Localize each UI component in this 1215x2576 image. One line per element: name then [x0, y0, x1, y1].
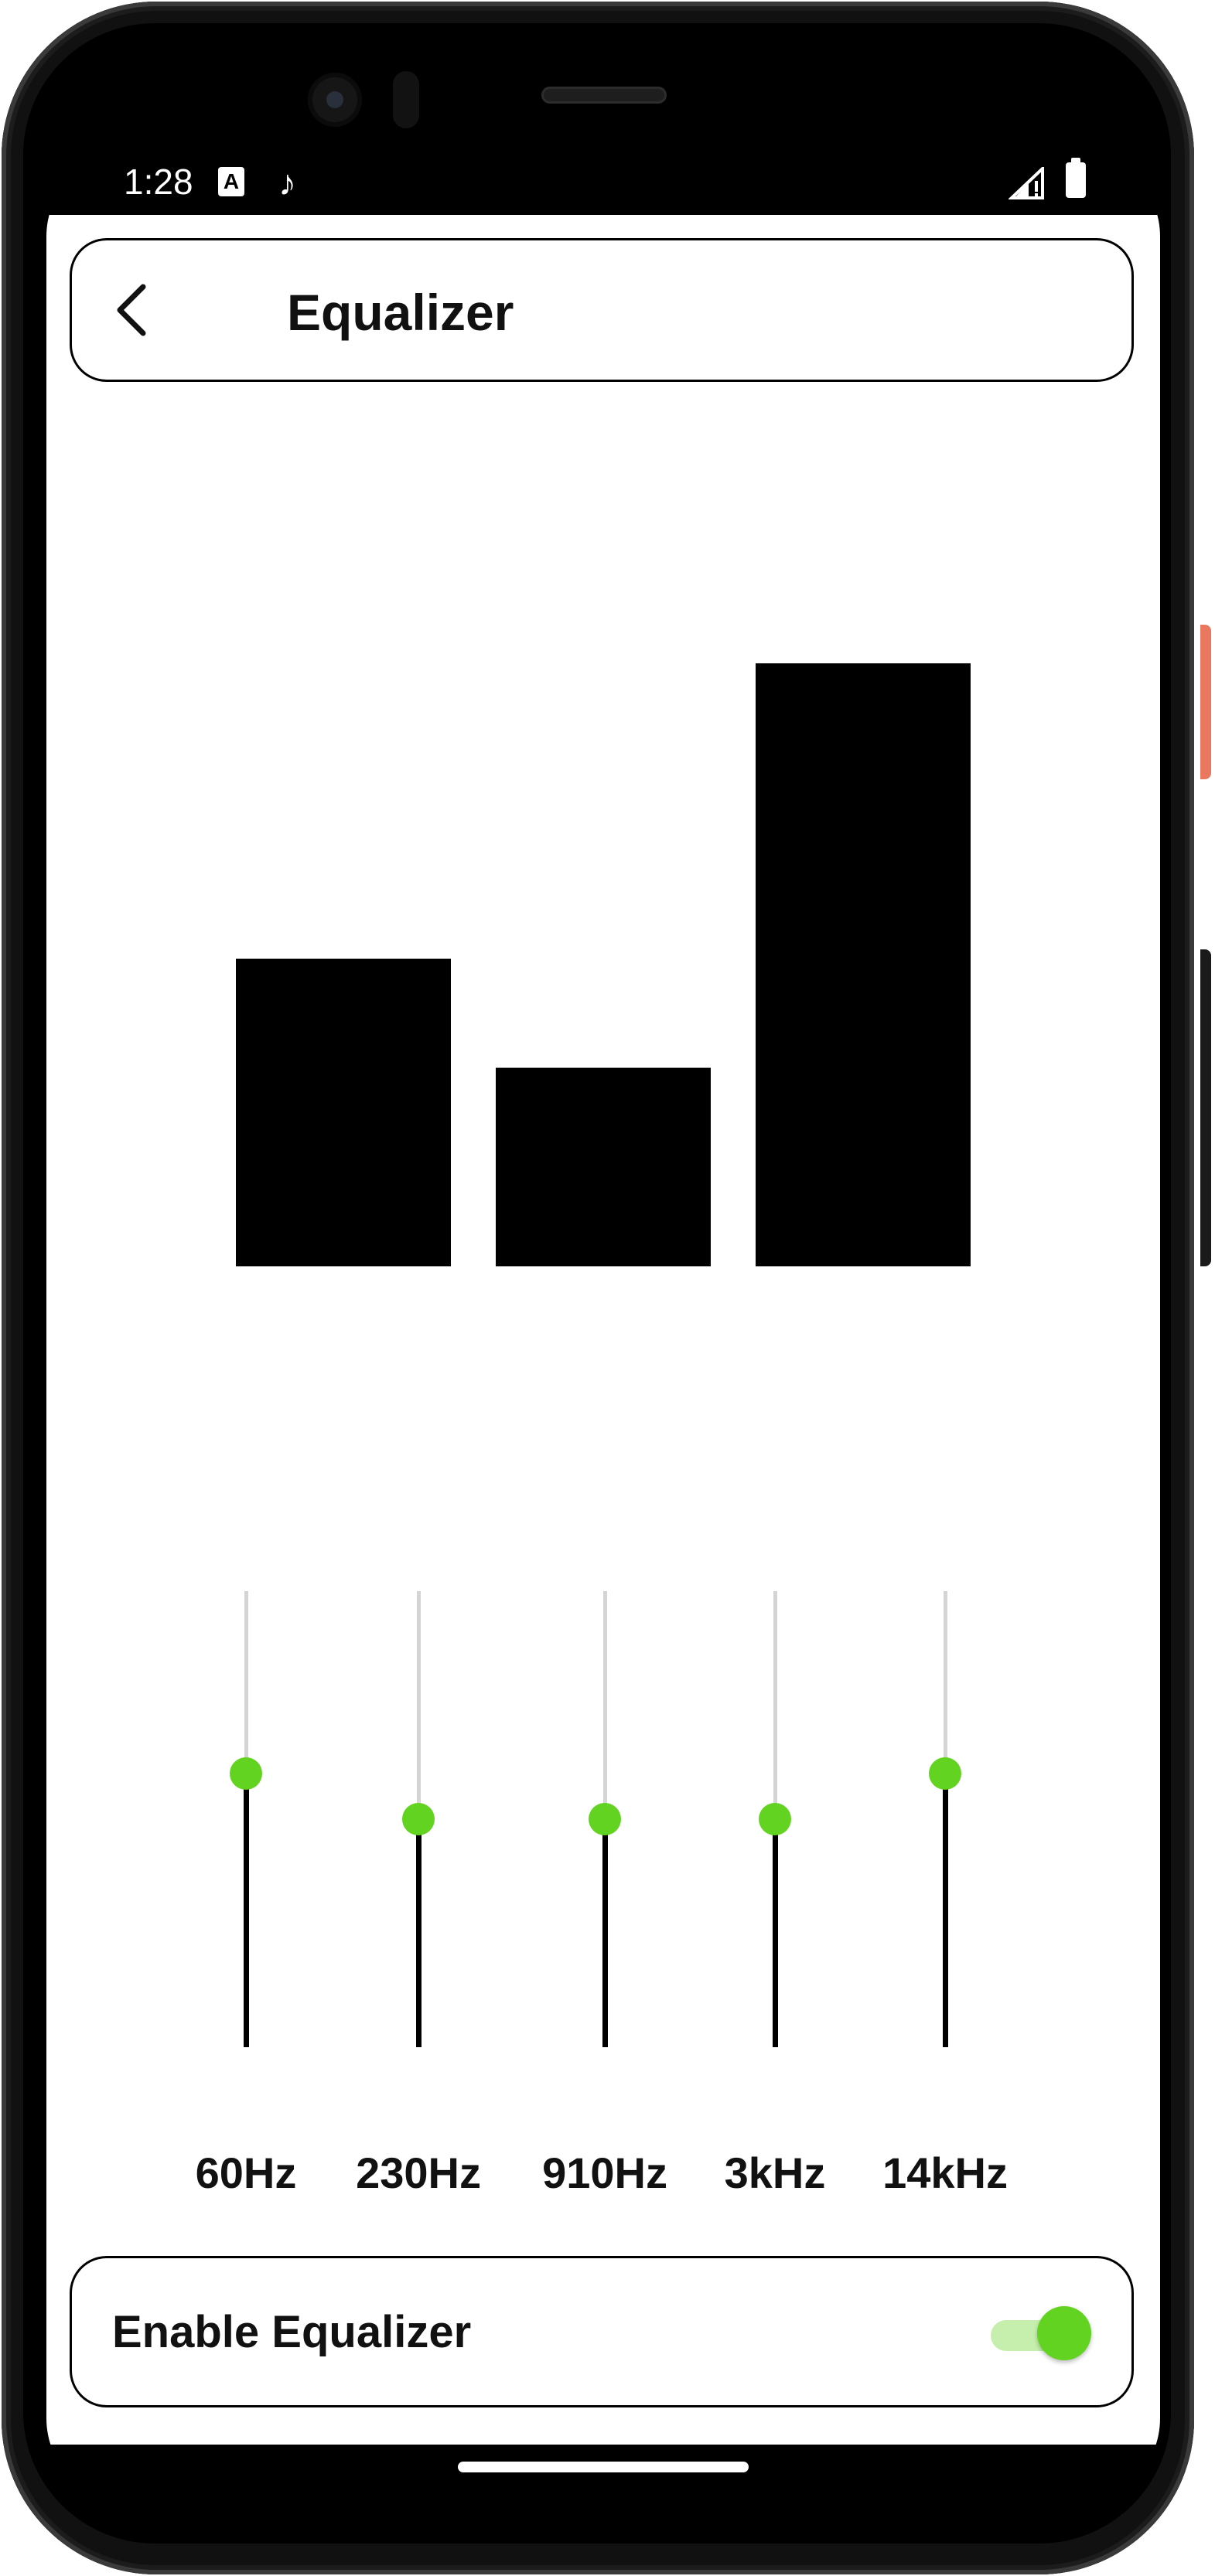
slider-thumb[interactable]	[230, 1757, 262, 1790]
earpiece-speaker	[541, 87, 667, 104]
band-slider-910hz[interactable]	[582, 1591, 628, 2055]
toggle-knob	[1037, 2306, 1091, 2360]
status-time: 1:28	[124, 162, 193, 202]
equalizer-bar	[496, 1068, 711, 1266]
signal-icon	[1009, 167, 1044, 199]
band-label: 60Hz	[195, 2148, 297, 2197]
band-label: 3kHz	[724, 2148, 826, 2197]
band-label: 14kHz	[882, 2148, 1008, 2197]
slider-thumb[interactable]	[759, 1803, 791, 1835]
music-note-icon: ♪	[278, 162, 296, 203]
slider-track-inactive	[244, 1591, 248, 1774]
band-label: 230Hz	[356, 2148, 481, 2197]
slider-track-active	[416, 1819, 421, 2047]
chevron-left-icon	[117, 284, 146, 336]
slider-track-inactive	[603, 1591, 607, 1819]
slider-track-active	[244, 1774, 249, 2047]
status-bar: 1:28 A ♪	[46, 152, 1160, 215]
power-button	[1200, 625, 1211, 779]
equalizer-bar	[756, 663, 971, 1266]
content-area: Equalizer 60Hz 230Hz 910Hz 3kHz 14kHz Enable…	[46, 215, 1160, 2445]
enable-equalizer-row[interactable]: Enable Equalizer	[70, 2256, 1134, 2407]
page-title: Equalizer	[287, 284, 514, 341]
slider-thumb[interactable]	[589, 1803, 621, 1835]
screen: 1:28 A ♪ Equalizer 60Hz 230Hz 910Hz 3kHz 14k…	[46, 152, 1160, 2503]
text-notification-glyph: A	[223, 169, 240, 193]
enable-equalizer-label: Enable Equalizer	[112, 2307, 472, 2357]
volume-button	[1200, 949, 1211, 1266]
front-camera	[308, 73, 362, 127]
app-bar: Equalizer	[70, 238, 1134, 382]
band-slider-230hz[interactable]	[395, 1591, 442, 2055]
back-button[interactable]	[103, 279, 165, 341]
equalizer-bar	[236, 959, 451, 1266]
slider-track-active	[943, 1774, 948, 2047]
slider-thumb[interactable]	[402, 1803, 435, 1835]
slider-track-active	[602, 1819, 608, 2047]
home-indicator[interactable]	[458, 2462, 749, 2472]
band-slider-60hz[interactable]	[223, 1591, 269, 2055]
slider-track-inactive	[944, 1591, 947, 1774]
band-slider-3khz[interactable]	[752, 1591, 798, 2055]
navigation-bar	[46, 2445, 1160, 2503]
slider-track-inactive	[773, 1591, 777, 1819]
text-notification-icon: A	[218, 167, 244, 196]
slider-thumb[interactable]	[929, 1757, 961, 1790]
battery-icon	[1066, 158, 1086, 198]
proximity-sensor	[393, 71, 419, 128]
equalizer-visualizer	[46, 408, 1160, 1266]
band-label: 910Hz	[542, 2148, 667, 2197]
enable-equalizer-toggle[interactable]	[991, 2298, 1091, 2368]
band-slider-14khz[interactable]	[922, 1591, 968, 2055]
slider-track-inactive	[417, 1591, 421, 1819]
slider-track-active	[773, 1819, 778, 2047]
